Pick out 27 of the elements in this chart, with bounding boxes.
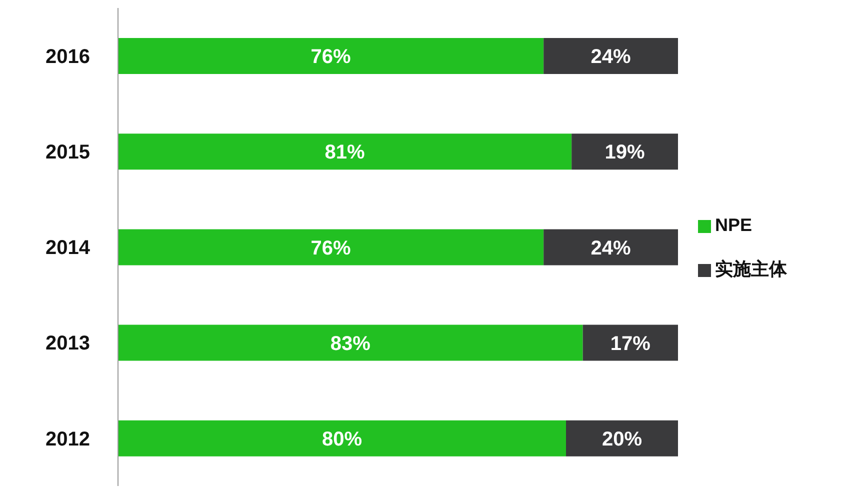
data-label: 24% xyxy=(590,237,632,260)
data-label: 76% xyxy=(310,46,352,68)
y-tick-label: 2012 xyxy=(46,428,90,450)
legend-label: 实施主体 xyxy=(715,259,787,279)
data-label: 17% xyxy=(610,332,651,355)
bar xyxy=(118,38,544,74)
bar xyxy=(566,420,678,456)
data-label: 20% xyxy=(602,428,642,450)
bar xyxy=(582,324,678,361)
y-tick-label: 2016 xyxy=(46,46,90,68)
bar xyxy=(572,134,678,170)
data-label: 80% xyxy=(322,428,362,450)
bar xyxy=(118,420,566,456)
bar xyxy=(118,229,544,266)
legend-label: NPE xyxy=(715,215,752,235)
data-label: 81% xyxy=(324,142,366,164)
bar xyxy=(118,324,583,361)
data-label: 24% xyxy=(590,46,632,68)
y-tick-label: 2015 xyxy=(46,142,90,164)
y-tick-label: 2014 xyxy=(46,237,91,260)
bar xyxy=(118,134,572,170)
bar xyxy=(544,38,678,74)
data-label: 76% xyxy=(310,237,352,260)
bar xyxy=(544,229,678,266)
data-label: 19% xyxy=(604,142,646,164)
data-label: 83% xyxy=(330,332,371,355)
y-tick-label: 2013 xyxy=(46,332,90,355)
